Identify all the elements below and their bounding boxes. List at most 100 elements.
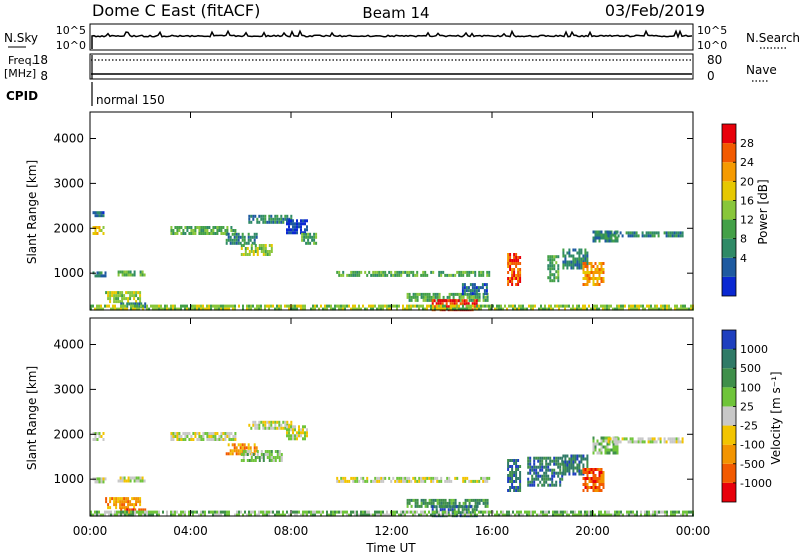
power-cell: [272, 220, 275, 224]
power-cell: [473, 292, 476, 296]
power-cell: [130, 304, 132, 308]
velocity-cell: [102, 477, 105, 481]
velocity-cell: [598, 513, 600, 517]
velocity-colorbar-swatch: [722, 482, 736, 502]
velocity-cell: [462, 513, 464, 517]
power-cell: [576, 263, 579, 267]
velocity-cell: [576, 457, 579, 461]
velocity-cell: [570, 460, 573, 464]
velocity-cell: [541, 483, 544, 487]
power-cell: [566, 251, 569, 255]
velocity-cell: [292, 431, 294, 435]
power-cell: [598, 233, 601, 237]
power-cell: [473, 305, 476, 309]
velocity-cell: [464, 476, 467, 480]
velocity-cell: [586, 468, 589, 471]
power-cell: [174, 307, 176, 311]
velocity-cell: [663, 440, 666, 444]
velocity-cell: [388, 476, 391, 480]
power-cell: [210, 232, 213, 235]
power-cell: [248, 250, 251, 253]
power-cell: [318, 307, 320, 311]
velocity-cell: [424, 498, 427, 502]
velocity-cell: [592, 442, 595, 446]
velocity-cell: [592, 436, 595, 440]
velocity-cell: [604, 448, 607, 452]
velocity-cell: [606, 448, 609, 452]
power-cell: [92, 226, 95, 229]
power-cell: [484, 298, 487, 302]
velocity-cell: [659, 437, 662, 441]
velocity-cell: [578, 510, 580, 514]
power-cell: [534, 304, 536, 308]
power-cell: [100, 304, 102, 308]
power-cell: [320, 304, 322, 308]
velocity-cell: [378, 513, 380, 517]
power-cell: [109, 291, 112, 295]
velocity-cell: [170, 510, 172, 514]
velocity-cell: [541, 462, 544, 466]
velocity-cell: [248, 450, 251, 453]
velocity-cell: [342, 479, 345, 483]
power-cell: [119, 300, 122, 304]
power-cell: [406, 270, 409, 274]
power-cell: [212, 226, 215, 229]
velocity-cell: [109, 500, 112, 504]
velocity-cell: [592, 477, 595, 480]
velocity-cell: [590, 468, 593, 471]
power-cell: [574, 263, 577, 267]
velocity-cell: [598, 480, 601, 483]
velocity-cell: [564, 466, 567, 470]
power-cell: [247, 235, 250, 239]
velocity-cell: [428, 501, 431, 505]
power-cell: [649, 231, 652, 235]
power-cell: [121, 300, 124, 304]
velocity-cell: [675, 440, 678, 444]
power-cell: [479, 286, 482, 290]
velocity-cell: [534, 510, 536, 514]
velocity-cell: [320, 510, 322, 514]
power-cell: [594, 239, 597, 243]
power-cell: [146, 304, 148, 308]
power-cell: [164, 307, 166, 311]
velocity-cell: [206, 432, 209, 435]
power-cell: [229, 241, 232, 245]
velocity-cell: [113, 497, 116, 501]
velocity-cell: [268, 420, 271, 424]
velocity-cell: [225, 452, 228, 456]
velocity-cell: [296, 434, 298, 438]
power-cell: [622, 307, 624, 311]
velocity-cell: [132, 508, 135, 512]
power-cell: [584, 283, 587, 286]
velocity-cell: [172, 432, 175, 435]
power-cell: [208, 307, 210, 311]
velocity-cell: [448, 504, 451, 508]
power-cell: [562, 266, 565, 270]
power-cell: [127, 270, 130, 274]
power-cell: [424, 295, 427, 299]
velocity-cell: [141, 479, 144, 483]
power-cell: [420, 273, 423, 277]
velocity-cell: [632, 510, 634, 514]
power-cell: [474, 295, 477, 299]
power-cell: [336, 304, 338, 308]
velocity-cell: [294, 434, 296, 438]
velocity-cell: [474, 498, 477, 502]
velocity-cell: [562, 454, 565, 458]
power-cell: [224, 307, 226, 311]
power-cell: [96, 232, 99, 235]
power-cell: [614, 307, 616, 311]
power-cell: [290, 222, 292, 226]
power-cell: [376, 273, 379, 277]
power-cell: [462, 295, 465, 299]
power-cell: [456, 292, 459, 296]
velocity-cell: [120, 510, 122, 514]
velocity-colorbar-tick: 500: [740, 362, 761, 375]
velocity-cell: [127, 476, 130, 480]
velocity-colorbar-swatch: [722, 368, 736, 388]
velocity-cell: [346, 510, 348, 514]
power-cell: [596, 271, 599, 274]
velocity-cell: [614, 451, 617, 455]
power-cell: [688, 307, 690, 311]
power-cell: [300, 219, 302, 223]
